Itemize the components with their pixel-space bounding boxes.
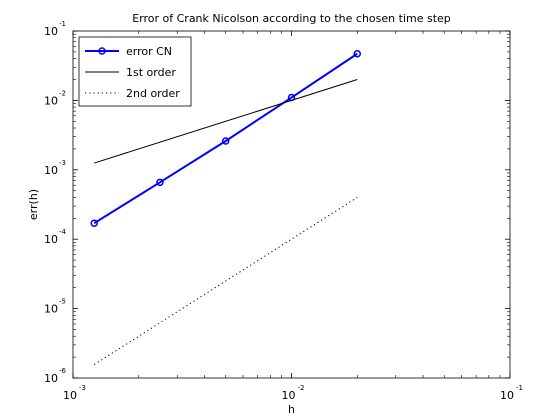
- x-tick-label: 10: [500, 389, 514, 402]
- y-tick-label: 10: [44, 25, 58, 38]
- y-tick-exponent: -3: [59, 159, 66, 167]
- data-point-error-cn: [353, 50, 362, 58]
- y-tick-exponent: -5: [59, 298, 66, 306]
- y-tick-label: 10: [44, 303, 58, 316]
- x-tick-label: 10: [63, 389, 77, 402]
- series-line-1st-order: [94, 79, 358, 164]
- series-layer: [90, 50, 362, 365]
- y-tick-label: 10: [44, 372, 58, 385]
- x-tick-label: 10: [282, 389, 296, 402]
- series-line-2nd-order: [93, 196, 358, 365]
- y-tick-exponent: -2: [59, 89, 66, 97]
- legend-marker-error-cn: [98, 47, 106, 55]
- legend-label-error-cn: error CN: [126, 45, 172, 58]
- y-tick-exponent: -6: [59, 367, 67, 375]
- series-line-error-cn: [93, 52, 358, 225]
- ticks-layer: 10-310-210-110-610-510-410-310-210-1: [44, 20, 523, 402]
- y-tick-label: 10: [44, 94, 58, 107]
- data-point-error-cn: [156, 178, 164, 187]
- legend-label-1st-order: 1st order: [126, 66, 176, 79]
- x-tick-exponent: -3: [79, 384, 86, 392]
- y-tick-exponent: -4: [59, 228, 67, 236]
- legend-label-2nd-order: 2nd order: [126, 87, 180, 100]
- y-axis-label: err(h): [27, 189, 40, 220]
- chart-title: Error of Crank Nicolson according to the…: [132, 12, 451, 25]
- x-axis-label: h: [288, 403, 295, 416]
- y-tick-exponent: -1: [59, 20, 66, 28]
- data-point-error-cn: [221, 137, 230, 145]
- legend: error CN 1st order 2nd order: [78, 36, 192, 107]
- x-tick-exponent: -2: [298, 384, 305, 392]
- data-point-error-cn: [90, 219, 98, 227]
- x-tick-exponent: -1: [516, 384, 523, 392]
- y-tick-label: 10: [44, 233, 58, 246]
- y-tick-label: 10: [44, 164, 58, 177]
